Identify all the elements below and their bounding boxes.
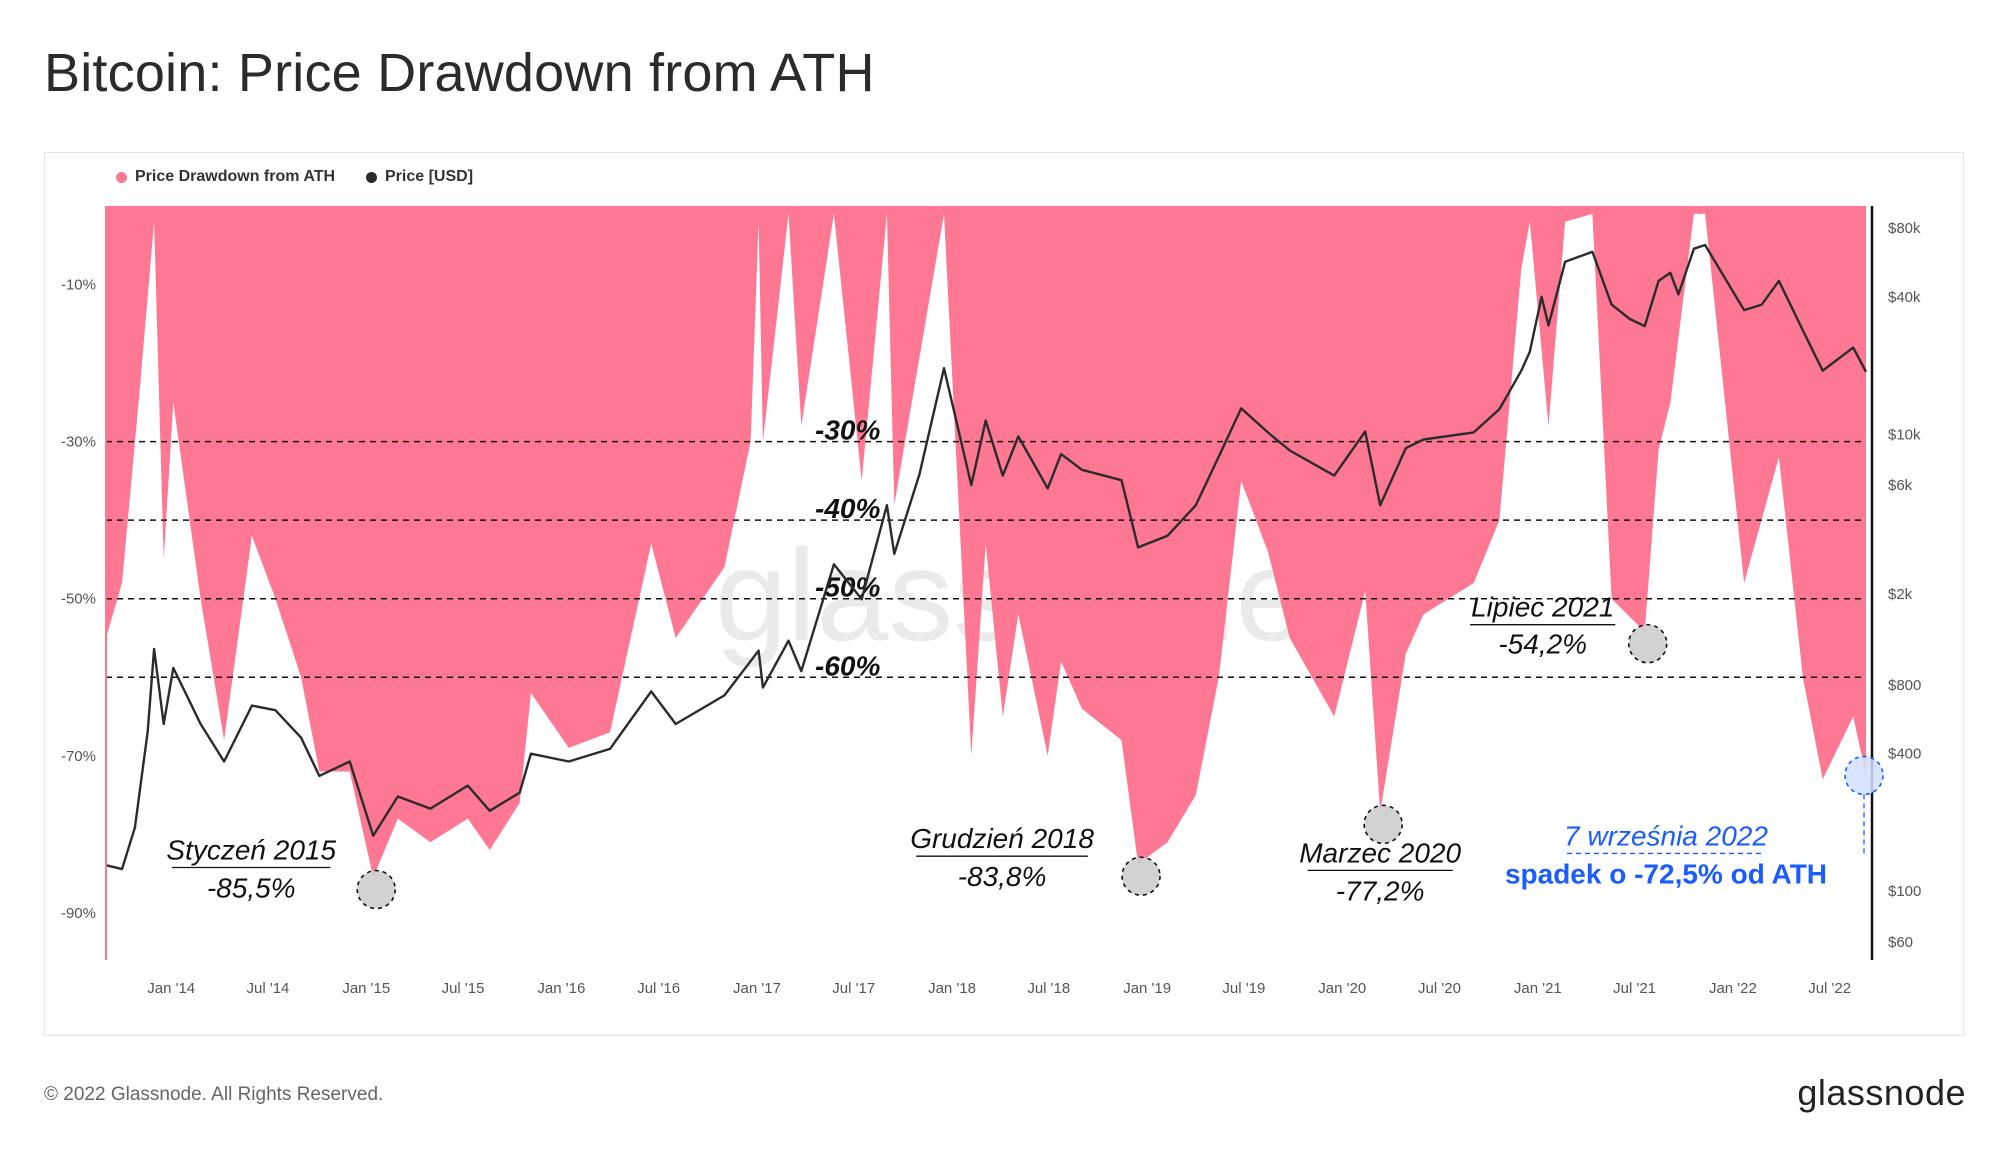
y-right-tick-label: $2k [1888, 586, 1913, 603]
legend-item-drawdown[interactable]: Price Drawdown from ATH [116, 168, 335, 186]
x-tick-label: Jul '18 [1027, 980, 1070, 997]
legend-swatch-black-icon [366, 171, 377, 183]
x-tick-label: Jul '19 [1222, 980, 1265, 997]
y-right-tick-label: $400 [1888, 746, 1921, 763]
y-right-tick-label: $10k [1888, 426, 1921, 443]
level-label: -40% [815, 493, 880, 524]
x-tick-label: Jul '16 [637, 980, 680, 997]
legend-label-price: Price [USD] [385, 168, 474, 185]
x-tick-label: Jan '16 [537, 980, 585, 997]
x-tick-label: Jul '20 [1418, 980, 1461, 997]
annotation-title: Grudzień 2018 [910, 823, 1094, 854]
annotation-value: -77,2% [1336, 875, 1425, 906]
y-left-tick-label: -30% [61, 434, 96, 451]
y-left-tick-label: -50% [61, 591, 96, 608]
level-label: -60% [815, 650, 880, 681]
y-left-tick-label: -10% [61, 277, 96, 294]
y-right-tick-label: $100 [1888, 883, 1921, 900]
x-tick-label: Jan '19 [1123, 980, 1171, 997]
x-tick-label: Jan '14 [147, 980, 195, 997]
annotation-title: 7 września 2022 [1564, 820, 1768, 851]
x-tick-label: Jul '15 [442, 980, 485, 997]
y-left-tick-label: -90% [61, 905, 96, 922]
annotation-title: Styczeń 2015 [166, 835, 336, 866]
y-right-tick-label: $80k [1888, 220, 1921, 237]
x-tick-label: Jan '21 [1514, 980, 1562, 997]
price-line [105, 243, 1868, 871]
y-right-tick-label: $800 [1888, 677, 1921, 694]
y-right-tick-label: $60 [1888, 934, 1913, 951]
brand-logo-text: glassnode [1797, 1072, 1966, 1113]
y-right-tick-label: $40k [1888, 289, 1921, 306]
legend-label-drawdown: Price Drawdown from ATH [135, 168, 336, 185]
x-tick-label: Jul '17 [832, 980, 875, 997]
copyright-text: © 2022 Glassnode. All Rights Reserved. [44, 1084, 384, 1105]
x-tick-label: Jan '17 [733, 980, 781, 997]
annotation-value: -83,8% [958, 861, 1047, 892]
annotation-marker [1121, 856, 1161, 896]
annotation-value: -54,2% [1498, 629, 1587, 660]
page-title: Bitcoin: Price Drawdown from ATH [44, 43, 875, 103]
x-tick-label: Jul '14 [246, 980, 289, 997]
annotation-marker [1627, 623, 1668, 664]
annotation-value: spadek o -72,5% od ATH [1505, 858, 1827, 889]
axes-layer: -10% -30% -50% -70% -90% $80k $40k $10k $6k $2k $8… [61, 206, 1921, 997]
x-tick-label: Jan '18 [928, 980, 976, 997]
annotation-value: -85,5% [207, 873, 296, 904]
annotation-marker [1363, 804, 1403, 845]
drawdown-area [106, 206, 1866, 878]
annotation-marker [356, 869, 397, 910]
legend-item-price[interactable]: Price [USD] [366, 168, 473, 186]
level-label: -30% [815, 415, 880, 446]
y-right-tick-label: $6k [1888, 477, 1913, 494]
x-tick-label: Jul '22 [1808, 980, 1851, 997]
price-line-layer [105, 243, 1868, 871]
y-left-tick-label: -70% [61, 748, 96, 765]
annotations-layer: Styczeń 2015 -85,5% Grudzień 2018 -83,8% Mar… [166, 592, 1884, 910]
x-tick-label: Jan '22 [1709, 980, 1757, 997]
annotation-marker [1844, 755, 1884, 796]
x-tick-label: Jan '15 [342, 980, 390, 997]
x-tick-label: Jan '20 [1318, 980, 1366, 997]
annotation-title: Marzec 2020 [1299, 837, 1461, 868]
x-tick-label: Jul '21 [1613, 980, 1656, 997]
drawdown-area-layer [106, 206, 1866, 878]
legend-swatch-pink-icon [116, 171, 127, 183]
annotation-title: Lipiec 2021 [1471, 592, 1614, 623]
